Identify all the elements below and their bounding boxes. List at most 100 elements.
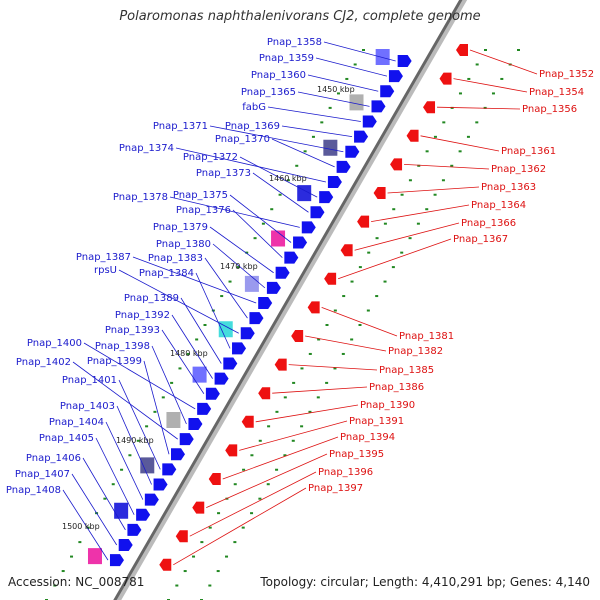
forward-gene-arrow [240,327,255,340]
left-leader-line [315,57,388,77]
gene-features [87,44,468,571]
left-leader-line [161,329,205,394]
reverse-gene-arrow [357,215,370,228]
forward-gene-arrow [336,160,351,173]
tick-dot [484,49,487,51]
right-leader-line [255,404,359,423]
tick-dot [225,555,229,558]
right-gene-label: Pnap_1385 [379,365,434,376]
gene-block [166,412,181,428]
left-gene-label: Pnap_1402 [16,357,71,368]
tick-dot [136,439,140,442]
tick-dot [375,237,379,240]
left-leader-line [118,379,161,470]
left-leader-line [209,226,274,274]
left-gene-label: Pnap_1404 [49,417,104,428]
tick-dot [308,352,312,355]
tick-dot [362,49,365,51]
tick-dot [270,208,274,211]
tick-dot [458,150,462,153]
gene-block [114,502,129,519]
tick-dot [333,367,337,370]
left-leader-line [212,243,266,289]
tick-dot [233,483,237,486]
gene-block [297,185,312,202]
forward-gene-arrow [301,221,316,234]
forward-gene-arrow [397,55,412,67]
forward-gene-arrow [118,539,133,551]
left-gene-label: Pnap_1393 [105,325,160,336]
forward-gene-arrow [362,115,377,128]
forward-gene-arrow [293,236,308,249]
tick-dot [300,367,304,370]
tick-dot [275,468,279,471]
gene-block [271,230,286,247]
reverse-gene-arrow [423,101,436,114]
reverse-gene-arrow [439,72,452,85]
tick-dot [342,295,346,298]
gene-block [375,49,390,65]
right-leader-line [371,204,470,222]
tick-dot [128,454,132,457]
gene-block [140,457,155,474]
tick-dot [425,208,429,211]
forward-gene-arrow [327,176,342,188]
tick-dot [358,266,362,269]
tick-dot [217,512,221,515]
left-gene-label: Pnap_1407 [15,469,70,480]
tick-dot [228,280,232,283]
right-gene-label: Pnap_1364 [471,200,526,211]
right-leader-line [305,335,387,352]
right-gene-label: Pnap_1363 [481,182,536,193]
right-leader-line [387,186,480,194]
tick-dot [358,324,362,326]
gene-block [192,366,207,383]
reverse-gene-arrow [456,44,468,56]
tick-dot [161,396,165,399]
tick-dot [120,468,124,471]
tick-dot [320,121,324,124]
left-leader-line [116,405,152,485]
left-leader-line [229,194,292,243]
tick-dot [328,106,332,109]
left-gene-label: Pnap_1375 [173,190,228,201]
right-leader-line [469,49,538,75]
tick-dot [208,526,212,529]
right-gene-label: Pnap_1354 [529,87,584,98]
right-gene-label: Pnap_1361 [501,146,556,157]
left-gene-label: Pnap_1372 [183,152,238,163]
right-leader-line [337,238,452,280]
tick-dot [186,352,190,355]
tick-dot [433,135,437,138]
tick-dot [203,324,207,326]
right-gene-label: Pnap_1356 [522,104,577,115]
forward-gene-arrow [232,342,247,355]
left-leader-line [297,91,370,107]
tick-dot [391,266,395,269]
forward-gene-arrow [171,448,186,461]
scale-labels: 1450 kbp 1460 kbp 1470 kbp 1480 kbp 1490 kbp… [62,85,355,531]
tick-dot [241,526,245,529]
right-leader-line [206,453,328,508]
left-gene-label: Pnap_1405 [39,433,94,444]
tick-dot [341,352,345,355]
tick-dot [383,280,387,283]
tick-dot [475,121,479,124]
tick-dot [336,92,340,95]
genome-backbone [113,0,468,600]
tick-dot [366,309,370,312]
reverse-gene-arrow [192,501,205,514]
left-leader-line [83,342,196,410]
forward-gene-arrow [109,554,124,567]
left-leader-line [281,125,353,138]
tick-dot [258,439,262,442]
tick-dot [275,410,279,413]
left-leader-line [175,147,327,183]
left-gene-label: Pnap_1360 [251,70,306,81]
tick-dot [458,92,462,95]
reverse-gene-arrow [175,530,188,543]
forward-gene-arrow [249,312,264,325]
left-leader-line [195,272,231,349]
backbone-line [113,0,463,600]
forward-gene-arrow [127,523,142,536]
